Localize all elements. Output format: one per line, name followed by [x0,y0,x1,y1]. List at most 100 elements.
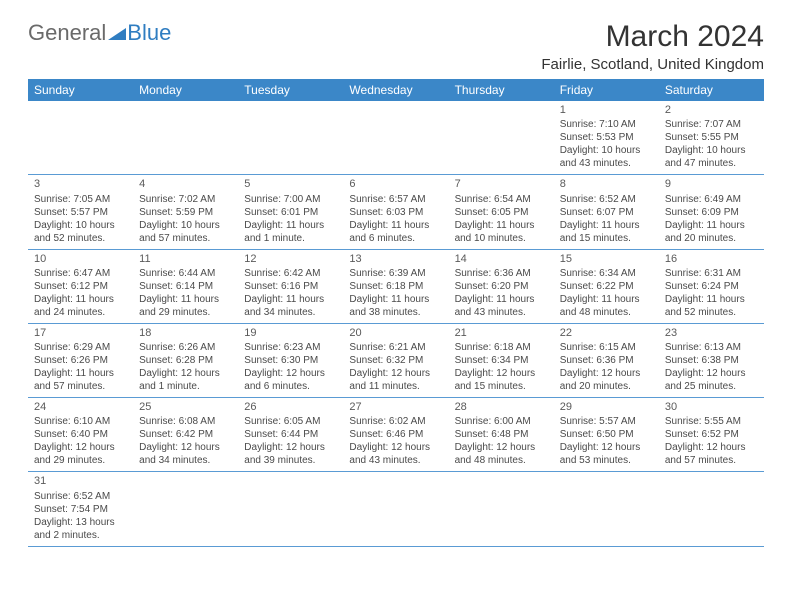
day-number: 27 [349,400,442,414]
day-cell: 23Sunrise: 6:13 AMSunset: 6:38 PMDayligh… [659,324,764,397]
day-number: 8 [560,177,653,191]
sunrise-text: Sunrise: 6:13 AM [665,341,758,354]
sunrise-text: Sunrise: 5:57 AM [560,415,653,428]
sunrise-text: Sunrise: 6:10 AM [34,415,127,428]
sunrise-text: Sunrise: 6:00 AM [455,415,548,428]
sunrise-text: Sunrise: 6:21 AM [349,341,442,354]
day-number: 5 [244,177,337,191]
day-cell: 15Sunrise: 6:34 AMSunset: 6:22 PMDayligh… [554,250,659,323]
weekday-header-row: SundayMondayTuesdayWednesdayThursdayFrid… [28,79,764,101]
day-cell: 2Sunrise: 7:07 AMSunset: 5:55 PMDaylight… [659,101,764,174]
day-number: 25 [139,400,232,414]
day-number: 1 [560,103,653,117]
daylight-text: Daylight: 11 hours and 6 minutes. [349,219,442,245]
day-number: 29 [560,400,653,414]
day-number: 14 [455,252,548,266]
sunset-text: Sunset: 6:40 PM [34,428,127,441]
day-cell: 22Sunrise: 6:15 AMSunset: 6:36 PMDayligh… [554,324,659,397]
day-cell: 7Sunrise: 6:54 AMSunset: 6:05 PMDaylight… [449,175,554,248]
sunrise-text: Sunrise: 6:52 AM [34,490,127,503]
day-number: 24 [34,400,127,414]
sunrise-text: Sunrise: 6:54 AM [455,193,548,206]
daylight-text: Daylight: 10 hours and 57 minutes. [139,219,232,245]
logo: General Blue [28,20,171,46]
sunset-text: Sunset: 6:30 PM [244,354,337,367]
sunrise-text: Sunrise: 6:57 AM [349,193,442,206]
sunset-text: Sunset: 6:22 PM [560,280,653,293]
day-cell: 4Sunrise: 7:02 AMSunset: 5:59 PMDaylight… [133,175,238,248]
daylight-text: Daylight: 10 hours and 52 minutes. [34,219,127,245]
day-number: 23 [665,326,758,340]
day-number: 20 [349,326,442,340]
header: General Blue March 2024 Fairlie, Scotlan… [28,20,764,73]
daylight-text: Daylight: 10 hours and 43 minutes. [560,144,653,170]
day-cell: 6Sunrise: 6:57 AMSunset: 6:03 PMDaylight… [343,175,448,248]
daylight-text: Daylight: 11 hours and 1 minute. [244,219,337,245]
day-number: 30 [665,400,758,414]
empty-cell [238,101,343,174]
title-block: March 2024 Fairlie, Scotland, United Kin… [541,20,764,73]
day-number: 16 [665,252,758,266]
sunrise-text: Sunrise: 7:07 AM [665,118,758,131]
empty-cell [343,101,448,174]
empty-cell [238,472,343,545]
day-cell: 14Sunrise: 6:36 AMSunset: 6:20 PMDayligh… [449,250,554,323]
sunrise-text: Sunrise: 7:00 AM [244,193,337,206]
day-number: 13 [349,252,442,266]
day-number: 17 [34,326,127,340]
day-cell: 31Sunrise: 6:52 AMSunset: 7:54 PMDayligh… [28,472,133,545]
empty-cell [554,472,659,545]
day-number: 18 [139,326,232,340]
day-number: 9 [665,177,758,191]
daylight-text: Daylight: 11 hours and 10 minutes. [455,219,548,245]
daylight-text: Daylight: 10 hours and 47 minutes. [665,144,758,170]
sunset-text: Sunset: 6:28 PM [139,354,232,367]
daylight-text: Daylight: 11 hours and 20 minutes. [665,219,758,245]
sunset-text: Sunset: 5:55 PM [665,131,758,144]
calendar: SundayMondayTuesdayWednesdayThursdayFrid… [28,79,764,547]
day-cell: 5Sunrise: 7:00 AMSunset: 6:01 PMDaylight… [238,175,343,248]
day-number: 10 [34,252,127,266]
sunrise-text: Sunrise: 6:34 AM [560,267,653,280]
week-row: 24Sunrise: 6:10 AMSunset: 6:40 PM Dayligh… [28,398,764,472]
sunrise-text: Sunrise: 6:36 AM [455,267,548,280]
weeks-container: 1Sunrise: 7:10 AMSunset: 5:53 PMDaylight… [28,101,764,547]
empty-cell [133,472,238,545]
sunset-text: Sunset: 6:24 PM [665,280,758,293]
daylight-text: Daylight: 12 hours and 48 minutes. [455,441,548,467]
day-cell: 10Sunrise: 6:47 AMSunset: 6:12 PMDayligh… [28,250,133,323]
empty-cell [343,472,448,545]
weekday-header: Monday [133,79,238,101]
day-number: 2 [665,103,758,117]
sunrise-text: Sunrise: 6:08 AM [139,415,232,428]
sunrise-text: Sunrise: 6:44 AM [139,267,232,280]
weekday-header: Friday [554,79,659,101]
day-cell: 11Sunrise: 6:44 AMSunset: 6:14 PMDayligh… [133,250,238,323]
day-cell: 19Sunrise: 6:23 AMSunset: 6:30 PMDayligh… [238,324,343,397]
daylight-text: Daylight: 11 hours and 24 minutes. [34,293,127,319]
day-cell: 29Sunrise: 5:57 AMSunset: 6:50 PMDayligh… [554,398,659,471]
sunrise-text: Sunrise: 5:55 AM [665,415,758,428]
day-number: 7 [455,177,548,191]
sunrise-text: Sunrise: 6:15 AM [560,341,653,354]
sunrise-text: Sunrise: 6:42 AM [244,267,337,280]
sunrise-text: Sunrise: 6:23 AM [244,341,337,354]
day-number: 31 [34,474,127,488]
daylight-text: Daylight: 11 hours and 43 minutes. [455,293,548,319]
day-cell: 8Sunrise: 6:52 AMSunset: 6:07 PMDaylight… [554,175,659,248]
logo-text-general: General [28,20,106,46]
sunset-text: Sunset: 5:57 PM [34,206,127,219]
sunset-text: Sunset: 6:32 PM [349,354,442,367]
logo-text-blue: Blue [127,20,171,46]
sunrise-text: Sunrise: 6:26 AM [139,341,232,354]
weekday-header: Wednesday [343,79,448,101]
day-cell: 9Sunrise: 6:49 AMSunset: 6:09 PMDaylight… [659,175,764,248]
day-number: 19 [244,326,337,340]
day-cell: 20Sunrise: 6:21 AMSunset: 6:32 PMDayligh… [343,324,448,397]
daylight-text: Daylight: 11 hours and 29 minutes. [139,293,232,319]
day-cell: 1Sunrise: 7:10 AMSunset: 5:53 PMDaylight… [554,101,659,174]
weekday-header: Sunday [28,79,133,101]
location-text: Fairlie, Scotland, United Kingdom [541,56,764,73]
sunrise-text: Sunrise: 6:39 AM [349,267,442,280]
sunset-text: Sunset: 6:09 PM [665,206,758,219]
